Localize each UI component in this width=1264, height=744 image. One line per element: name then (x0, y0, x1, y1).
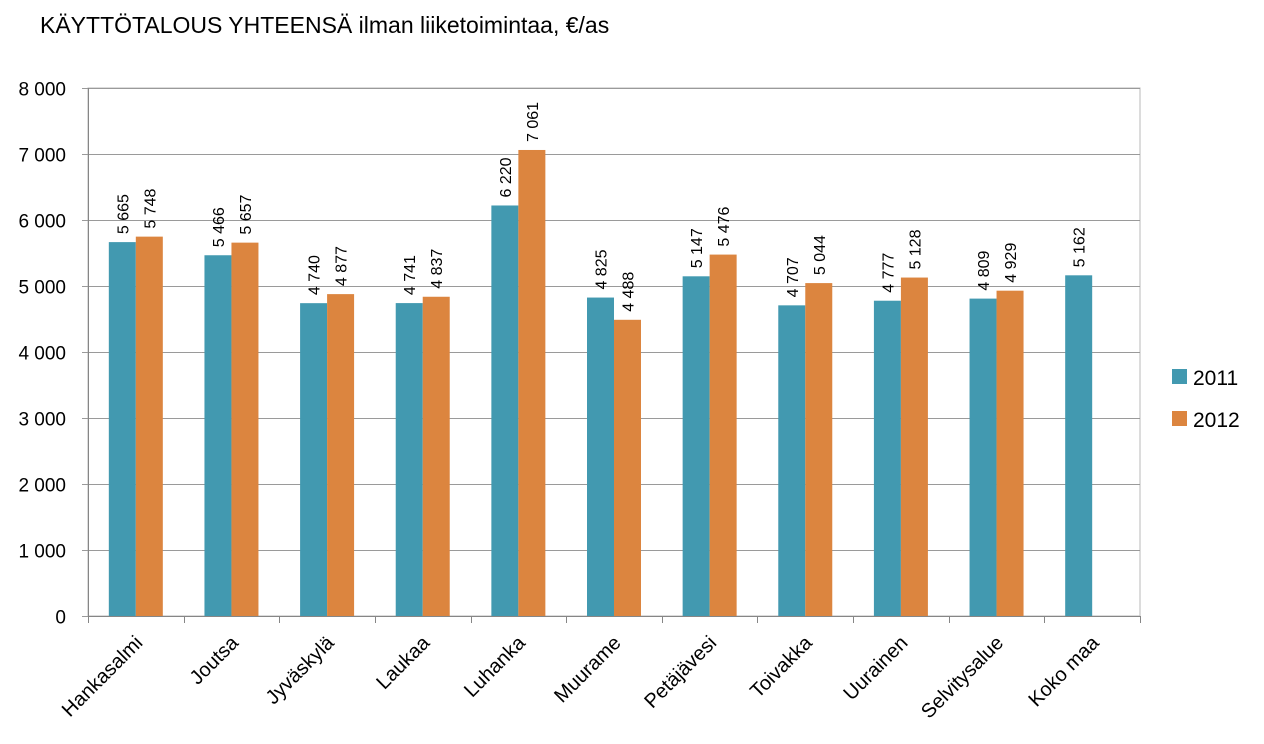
data-label: 4 837 (429, 249, 446, 289)
bar-2012-Hankasalmi (135, 236, 163, 616)
x-category-label: Toivakka (746, 631, 817, 702)
x-category-label: Joutsa (186, 631, 244, 689)
x-category-label: Muurame (550, 632, 625, 707)
data-label: 4 929 (1003, 243, 1020, 283)
bar-2011-Toivakka (778, 305, 806, 616)
data-label: 5 466 (211, 207, 228, 247)
y-tick-label: 2 000 (18, 476, 66, 497)
bar-2011-Petäjävesi (682, 276, 710, 616)
data-label: 5 657 (238, 194, 255, 234)
chart-title: KÄYTTÖTALOUS YHTEENSÄ ilman liiketoimint… (40, 12, 610, 38)
bar-2012-Luhanka (518, 149, 546, 616)
bar-2012-Jyväskylä (327, 294, 355, 616)
data-label: 5 665 (115, 194, 132, 234)
data-label: 4 877 (334, 246, 351, 286)
bar-2012-Toivakka (805, 283, 833, 616)
y-tick-label: 1 000 (18, 542, 66, 563)
data-label: 4 777 (880, 253, 897, 293)
bar-2011-Luhanka (491, 205, 519, 617)
bar-2012-Petäjävesi (709, 254, 737, 617)
data-label: 4 809 (976, 250, 993, 290)
bar-2011-Laukaa (395, 303, 423, 616)
legend-label-2012: 2012 (1193, 409, 1240, 432)
bar-2011-Koko maa (1065, 275, 1093, 616)
y-tick-label: 6 000 (18, 212, 66, 233)
y-tick-label: 7 000 (18, 146, 66, 167)
data-label: 4 741 (402, 255, 419, 295)
x-category-label: Luhanka (460, 631, 530, 701)
data-label: 5 128 (907, 229, 924, 269)
data-label: 5 147 (689, 228, 706, 268)
x-category-label: Jyväskylä (262, 631, 339, 708)
bar-2012-Joutsa (231, 242, 259, 616)
bar-2012-Laukaa (422, 296, 450, 616)
x-category-label: Uurainen (839, 632, 912, 705)
y-tick-label: 8 000 (18, 80, 66, 101)
bar-2011-Uurainen (873, 300, 901, 616)
bar-2012-Muurame (614, 319, 641, 616)
bar-2011-Jyväskylä (300, 303, 328, 616)
y-tick-label: 0 (55, 608, 66, 629)
x-category-label: Koko maa (1024, 631, 1104, 711)
bar-2011-Joutsa (204, 255, 232, 616)
data-label: 4 707 (785, 257, 802, 297)
bar-2012-Uurainen (900, 277, 928, 616)
data-label: 5 162 (1072, 227, 1089, 267)
bar-2012-Selvitysalue (996, 290, 1024, 616)
y-tick-label: 3 000 (18, 410, 66, 431)
y-tick-label: 4 000 (18, 344, 66, 365)
x-category-label: Hankasalmi (58, 632, 147, 721)
data-label: 5 476 (716, 206, 733, 246)
data-label: 4 488 (621, 272, 638, 312)
legend-swatch-2012 (1172, 411, 1187, 426)
data-label: 5 044 (812, 235, 829, 275)
data-label: 6 220 (498, 157, 515, 197)
data-label: 7 061 (525, 102, 542, 142)
legend-label-2011: 2011 (1193, 367, 1238, 390)
data-label: 4 825 (594, 249, 611, 289)
bar-2011-Selvitysalue (969, 298, 997, 616)
legend-swatch-2011 (1172, 369, 1187, 384)
x-category-label: Petäjävesi (640, 632, 721, 713)
bar-2011-Hankasalmi (108, 242, 136, 617)
y-tick-label: 5 000 (18, 278, 66, 299)
x-category-label: Selvitysalue (917, 632, 1008, 723)
x-category-label: Laukaa (372, 631, 435, 694)
data-label: 4 740 (307, 255, 324, 295)
bar-2011-Muurame (587, 297, 614, 616)
data-label: 5 748 (142, 188, 159, 228)
